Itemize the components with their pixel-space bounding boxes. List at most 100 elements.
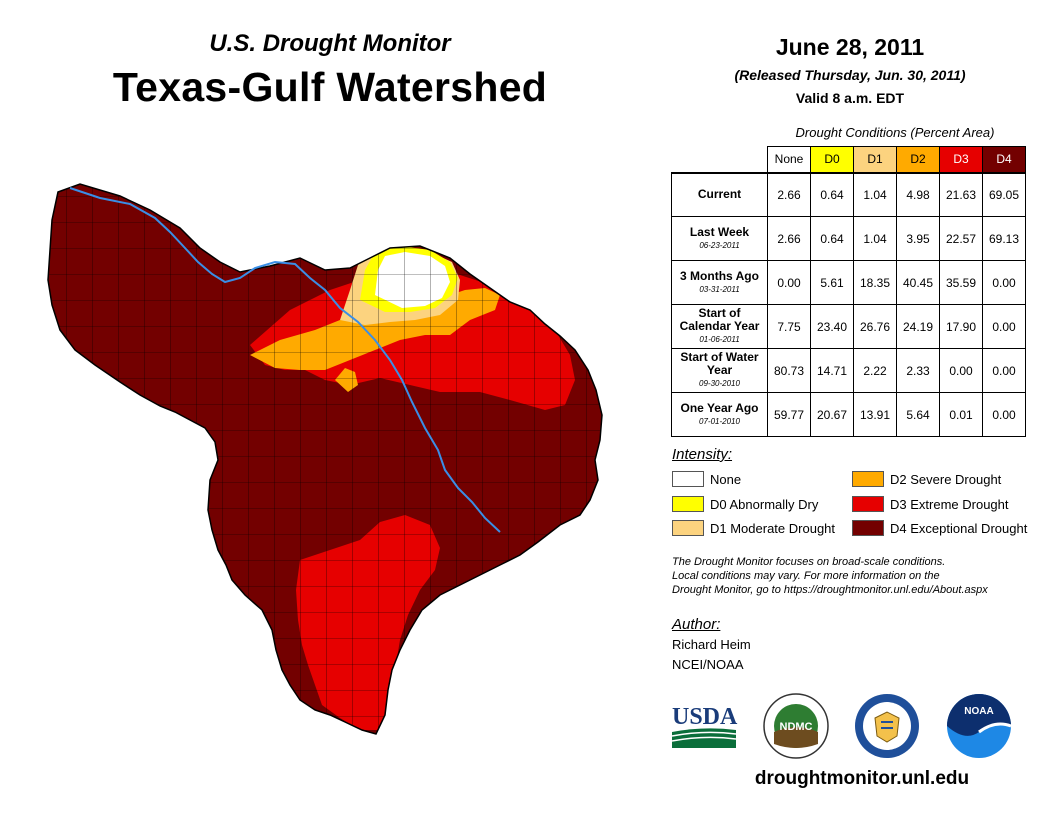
map-supertitle: U.S. Drought Monitor (209, 30, 451, 57)
legend-label: D2 Severe Drought (890, 471, 1002, 487)
table-cell: 35.59 (939, 260, 983, 305)
column-header-d3: D3 (939, 146, 983, 173)
noaa-logo-text: NOAA (964, 706, 993, 717)
table-cell: 2.66 (767, 171, 811, 217)
row-label: Current (671, 171, 768, 217)
row-date: 07-01-2010 (699, 416, 740, 426)
table-row: 3 Months Ago 03-31-2011 0.00 5.61 18.35 40.45… (671, 260, 1026, 305)
monitor-note: The Drought Monitor focuses on broad-sca… (672, 555, 1042, 597)
usda-logo: USDA (671, 704, 738, 748)
legend-swatch (852, 520, 884, 536)
legend-swatch (672, 520, 704, 536)
table-cell: 0.64 (810, 216, 854, 261)
commerce-seal (855, 694, 919, 758)
column-header-none: None (767, 146, 811, 173)
table-cell: 23.40 (810, 304, 854, 349)
legend-label: D3 Extreme Drought (890, 496, 1009, 512)
map-title: Texas-Gulf Watershed (112, 64, 548, 110)
table-cell: 18.35 (853, 260, 897, 305)
row-label: One Year Ago 07-01-2010 (671, 392, 768, 437)
table-cell: 59.77 (767, 392, 811, 437)
legend-item: D3 Extreme Drought (852, 496, 1009, 512)
table-cell: 0.00 (982, 348, 1026, 393)
table-cell: 3.95 (896, 216, 940, 261)
table-cell: 2.22 (853, 348, 897, 393)
valid-time: Valid 8 a.m. EDT (795, 90, 905, 106)
table-cell: 69.05 (982, 171, 1026, 217)
table-cell: 4.98 (896, 171, 940, 217)
row-label-text: Last Week (689, 224, 750, 239)
table-row: One Year Ago 07-01-2010 59.77 20.67 13.91 5.6… (671, 392, 1026, 437)
watershed-map (47, 183, 603, 735)
watershed-outline (47, 183, 603, 735)
table-cell: 22.57 (939, 216, 983, 261)
legend-swatch (852, 496, 884, 512)
table-cell: 69.13 (982, 216, 1026, 261)
river (69, 187, 501, 533)
legend-swatch (852, 471, 884, 487)
table-row: Current 2.66 0.64 1.04 4.98 21.63 69.05 (671, 171, 1026, 217)
row-label-text: 3 Months Ago (680, 268, 759, 283)
table-cell: 5.64 (896, 392, 940, 437)
table-cell: 24.19 (896, 304, 940, 349)
table-row: Last Week 06-23-2011 2.66 0.64 1.04 3.95 22.57… (671, 216, 1026, 261)
county-lines (48, 184, 602, 734)
noaa-logo: NOAA (947, 694, 1012, 758)
table-cell: 2.33 (896, 348, 940, 393)
table-cell: 0.00 (982, 304, 1026, 349)
row-date: 01-06-2011 (699, 335, 740, 344)
legend-title: Intensity: (672, 446, 733, 463)
table-cell: 0.01 (939, 392, 983, 437)
legend-swatch (672, 471, 704, 487)
released-date: (Released Thursday, Jun. 30, 2011) (734, 67, 966, 83)
legend-label: D0 Abnormally Dry (710, 496, 819, 512)
table-cell: 7.75 (767, 304, 811, 349)
row-date: 06-23-2011 (699, 240, 740, 250)
row-date: 03-31-2011 (699, 284, 740, 294)
table-corner (672, 147, 768, 173)
row-label-text: Start of Water Year (680, 350, 759, 377)
table-cell: 40.45 (896, 260, 940, 305)
table-cell: 1.04 (853, 216, 897, 261)
table-cell: 0.00 (982, 392, 1026, 437)
table-cell: 26.76 (853, 304, 897, 349)
footer-url[interactable]: droughtmonitor.unl.edu (754, 768, 970, 789)
table-cell: 13.91 (853, 392, 897, 437)
table-cell: 0.00 (939, 348, 983, 393)
drought-conditions-table: None D0 D1 D2 D3 D4 Current 2.66 0.64 1.04 4… (671, 146, 1026, 437)
ndmc-logo: NDMC (763, 693, 829, 759)
row-label: Start of Calendar Year 01-06-2011 (671, 304, 768, 349)
note-line-2: Local conditions may vary. For more info… (672, 570, 940, 582)
note-line-3: Drought Monitor, go to https://droughtmo… (672, 584, 988, 596)
legend-item: D4 Exceptional Drought (852, 520, 1027, 536)
column-header-d2: D2 (896, 146, 940, 173)
map-date: June 28, 2011 (775, 34, 925, 60)
table-cell: 1.04 (853, 171, 897, 217)
legend-swatch (672, 496, 704, 512)
author-name: Richard Heim (672, 637, 751, 652)
table-caption: Drought Conditions (Percent Area) (795, 125, 995, 140)
row-label: Last Week 06-23-2011 (671, 216, 768, 261)
note-line-1: The Drought Monitor focuses on broad-sca… (672, 556, 946, 568)
legend-item: D1 Moderate Drought (672, 520, 835, 536)
ndmc-logo-text: NDMC (780, 721, 813, 733)
table-cell: 17.90 (939, 304, 983, 349)
author-org: NCEI/NOAA (672, 657, 744, 672)
legend-label: D1 Moderate Drought (710, 520, 836, 536)
table-cell: 5.61 (810, 260, 854, 305)
legend-label: None (710, 471, 742, 487)
table-row: Start of Water Year 09-30-2010 80.73 14.71 2… (671, 348, 1026, 393)
table-row: Start of Calendar Year 01-06-2011 7.75 23.4… (671, 304, 1026, 349)
table-cell: 20.67 (810, 392, 854, 437)
column-header-d0: D0 (810, 146, 854, 173)
row-label: Start of Water Year 09-30-2010 (671, 348, 768, 393)
column-header-d1: D1 (853, 146, 897, 173)
table-cell: 2.66 (767, 216, 811, 261)
table-cell: 0.00 (982, 260, 1026, 305)
legend-item: D2 Severe Drought (852, 471, 1001, 487)
usda-logo-text: USDA (672, 704, 738, 730)
table-cell: 80.73 (767, 348, 811, 393)
row-label-text: One Year Ago (680, 400, 759, 415)
row-label: 3 Months Ago 03-31-2011 (671, 260, 768, 305)
author-title: Author: (672, 616, 721, 633)
